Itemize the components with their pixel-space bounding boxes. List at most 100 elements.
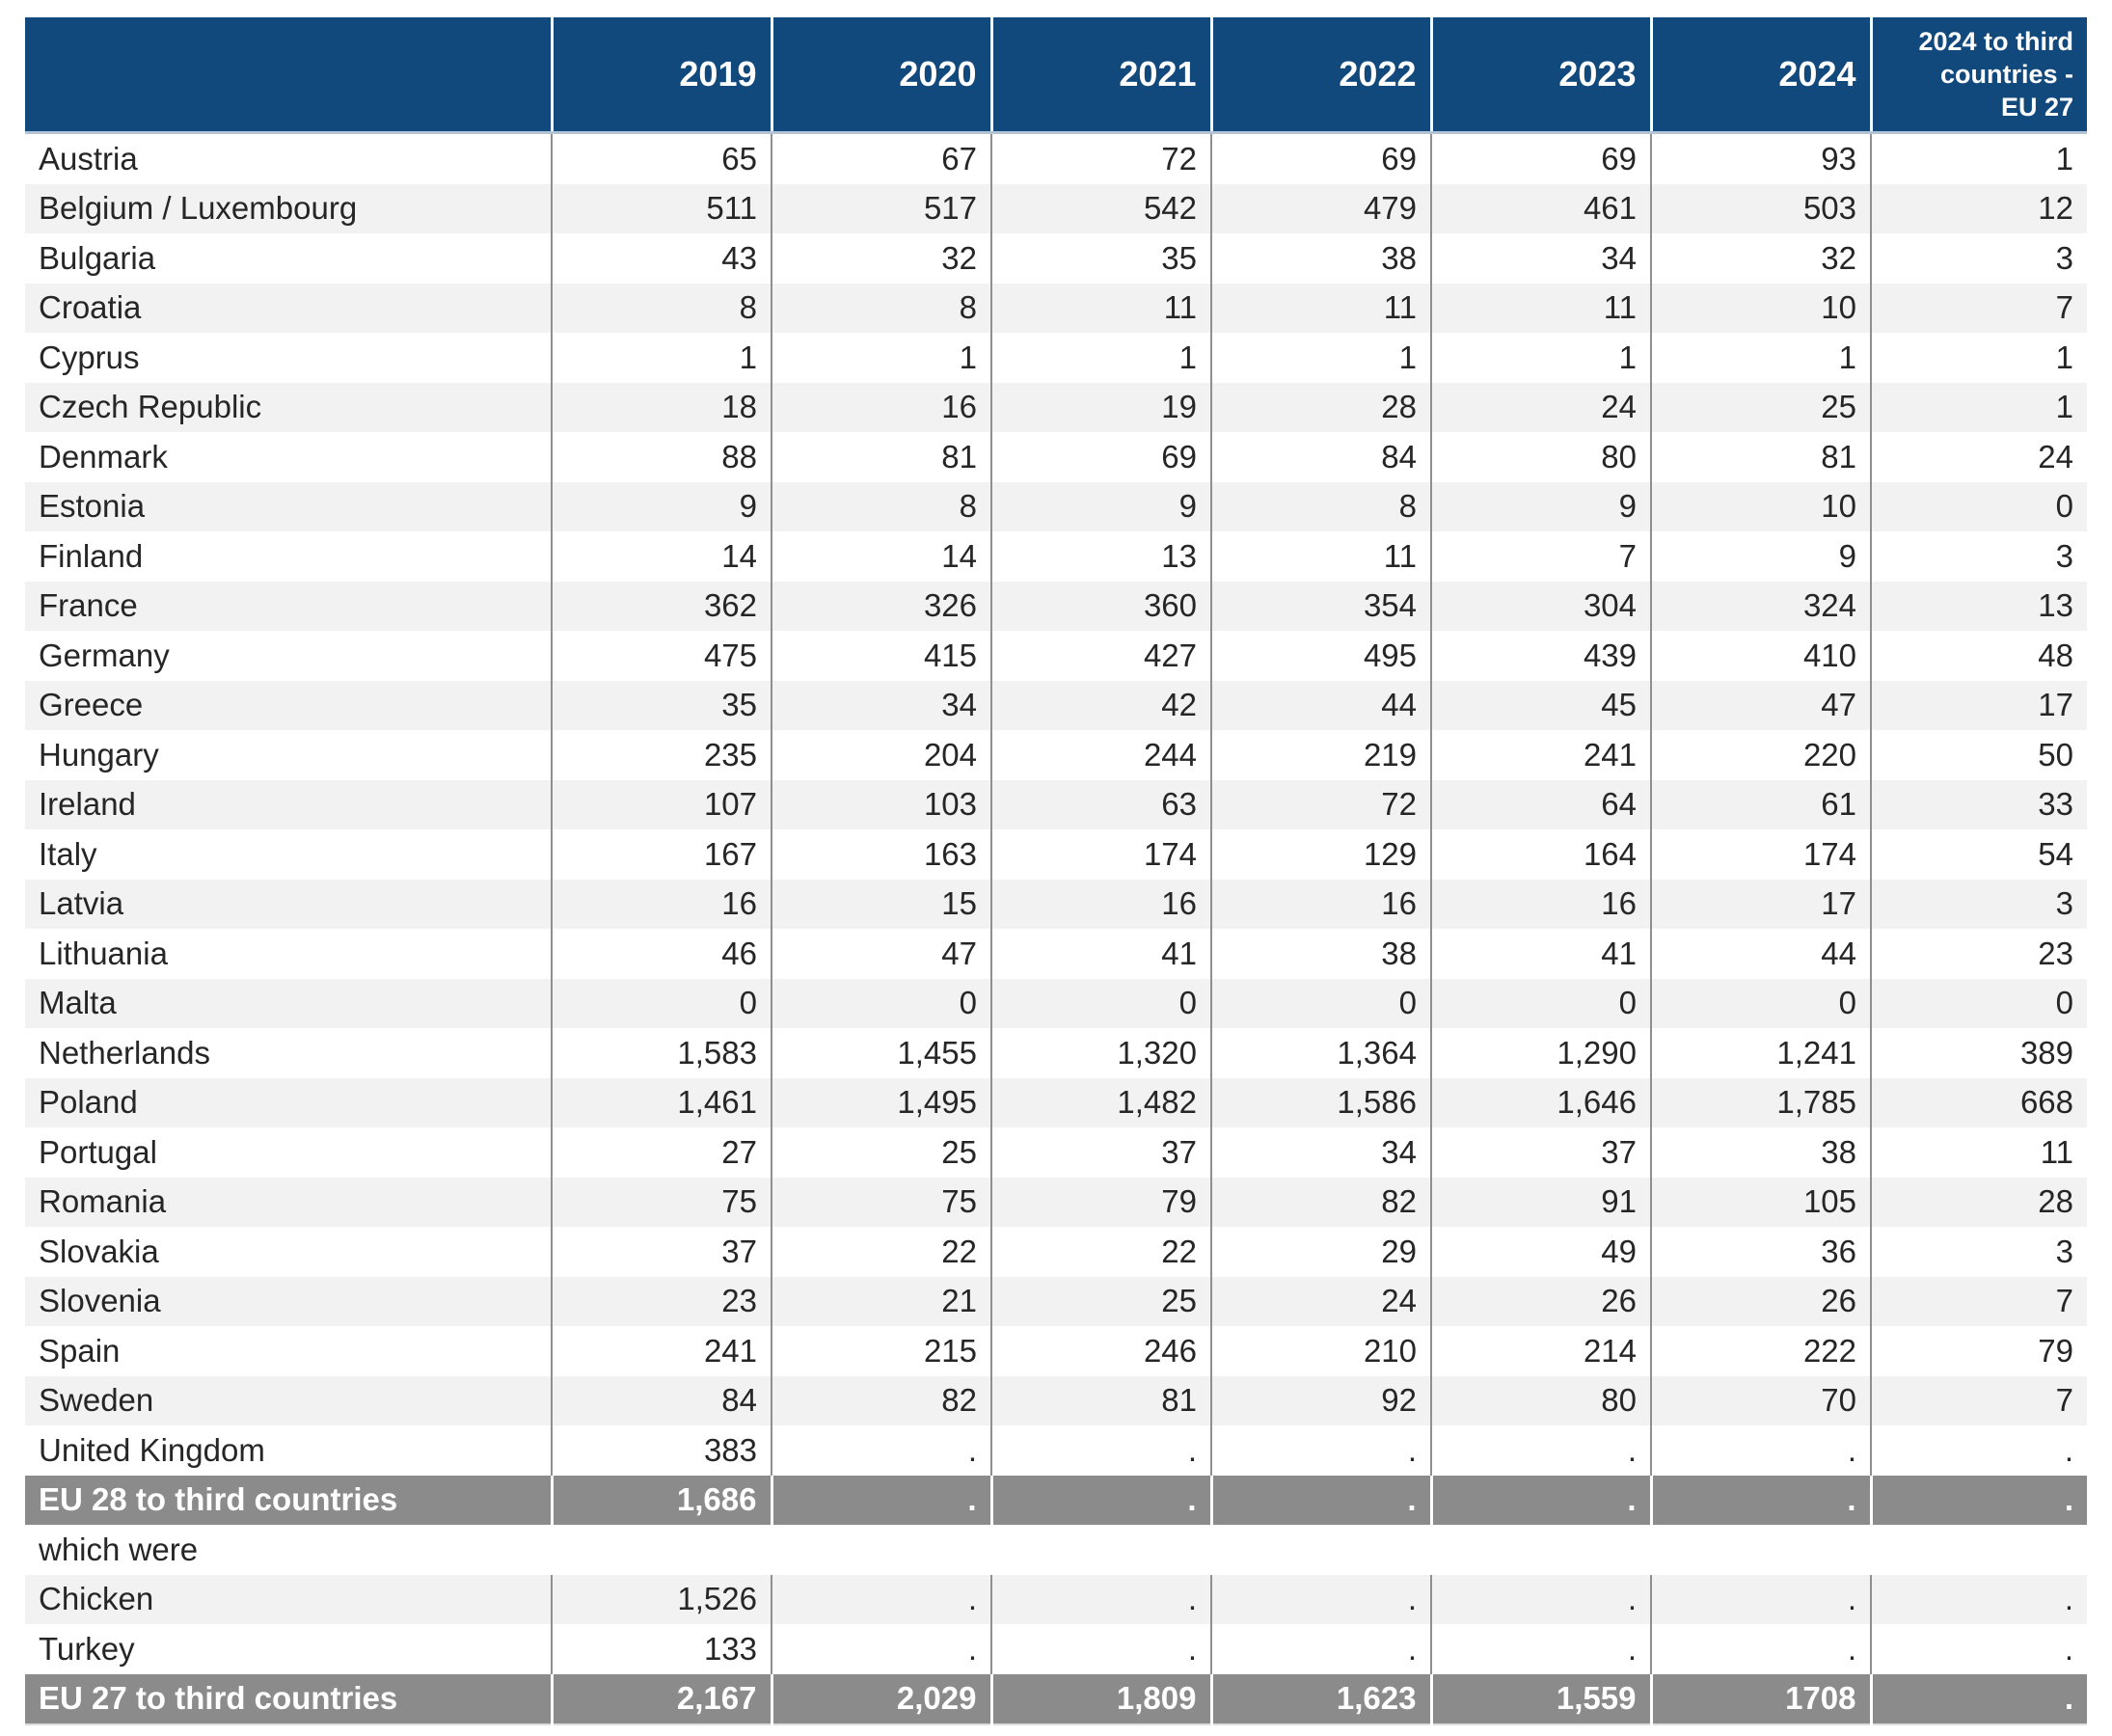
row-label: United Kingdom (39, 1431, 265, 1468)
cell-bulgaria-2023: 34 (1430, 233, 1651, 284)
table-row-hungary: Hungary 235 204 244 219 241 220 50 (25, 730, 2087, 780)
cell-czech-republic-2023: 24 (1430, 382, 1651, 432)
cell-croatia-2019: 8 (551, 283, 772, 333)
cell-slovenia-2024: 26 (1650, 1276, 1871, 1326)
row-label: Turkey (39, 1630, 135, 1667)
cell-lithuania-eu27-third-countries: 23 (1870, 929, 2087, 979)
cell-germany-2023: 439 (1430, 631, 1651, 681)
cell-hungary-2019: 235 (551, 730, 772, 780)
table-row-lithuania: Lithuania 46 47 41 38 41 44 23 (25, 929, 2087, 979)
row-label: Malta (39, 985, 117, 1021)
cell-spain-2024: 222 (1650, 1326, 1871, 1376)
cell-portugal-2020: 25 (771, 1127, 991, 1178)
cell-slovenia-2021: 25 (990, 1276, 1211, 1326)
cell-malta-2019: 0 (551, 978, 772, 1028)
cell-latvia-2024: 17 (1650, 879, 1871, 929)
cell-lithuania-2023: 41 (1430, 929, 1651, 979)
cell-slovenia-2023: 26 (1430, 1276, 1651, 1326)
cell-spain-2020: 215 (771, 1326, 991, 1376)
cell-romania-2021: 79 (990, 1177, 1211, 1227)
cell-austria-2024: 93 (1650, 132, 1871, 184)
column-header-2024-to-third-countries-eu-27: 2024 to third countries - EU 27 (1869, 17, 2087, 134)
cell-romania-2023: 91 (1430, 1177, 1651, 1227)
cell-chicken-2024: . (1650, 1574, 1871, 1624)
cell-germany-eu27-third-countries: 48 (1870, 631, 2087, 681)
cell-bulgaria-2022: 38 (1210, 233, 1431, 284)
row-label: Spain (39, 1332, 121, 1369)
table-row-netherlands: Netherlands 1,583 1,455 1,320 1,364 1,290 1,24… (25, 1028, 2087, 1078)
row-label: EU 28 to third countries (39, 1481, 398, 1518)
cell-romania-eu27-third-countries: 28 (1870, 1177, 2087, 1227)
cell-austria-2021: 72 (990, 132, 1211, 184)
cell-united-kingdom-2019: 383 (551, 1425, 772, 1476)
cell-ireland-2019: 107 (551, 779, 772, 829)
table-body: Austria 65 67 72 69 69 93 1 Belgium / Luxembourg… (25, 132, 2087, 1724)
table-row-chicken: Chicken 1,526...... (25, 1574, 2087, 1624)
table-row-ireland: Ireland 107 103 63 72 64 61 33 (25, 779, 2087, 829)
cell-united-kingdom-2020: . (771, 1425, 991, 1476)
cell-belgium-luxembourg-2022: 479 (1210, 183, 1431, 233)
table-row-finland: Finland 14 14 13 11 7 9 3 (25, 531, 2087, 582)
table-row-germany: Germany 475 415 427 495 439 410 48 (25, 631, 2087, 681)
table-row-croatia: Croatia 8 8 11 11 11 10 7 (25, 283, 2087, 333)
cell-hungary-2020: 204 (771, 730, 991, 780)
row-label: France (39, 587, 138, 624)
table-row-spain: Spain 241 215 246 210 214 222 79 (25, 1326, 2087, 1376)
cell-belgium-luxembourg-2023: 461 (1430, 183, 1651, 233)
cell-ireland-2022: 72 (1210, 779, 1431, 829)
summary-row-eu-27-to-third-countries: EU 27 to third countries 2,167 2,029 1,809 1… (25, 1673, 2087, 1724)
cell-cyprus-2020: 1 (771, 333, 991, 383)
row-label: Estonia (39, 488, 146, 525)
column-header-2022: 2022 (1209, 17, 1431, 134)
cell-latvia-2021: 16 (990, 879, 1211, 929)
cell-poland-2021: 1,482 (990, 1077, 1211, 1127)
cell-cyprus-eu27-third-countries: 1 (1870, 333, 2087, 383)
cell-bulgaria-2024: 32 (1650, 233, 1871, 284)
cell-ireland-2021: 63 (990, 779, 1211, 829)
cell-chicken-2019: 1,526 (551, 1574, 772, 1624)
cell-austria-2022: 69 (1210, 132, 1431, 184)
cell-finland-2020: 14 (771, 531, 991, 582)
column-header-country (25, 17, 552, 134)
cell-germany-2020: 415 (771, 631, 991, 681)
cell-poland-2020: 1,495 (771, 1077, 991, 1127)
table-row-romania: Romania 75 75 79 82 91 105 28 (25, 1177, 2087, 1227)
cell-greece-2020: 34 (771, 680, 991, 730)
cell-cyprus-2022: 1 (1210, 333, 1431, 383)
cell-romania-2020: 75 (771, 1177, 991, 1227)
cell-portugal-2023: 37 (1430, 1127, 1651, 1178)
cell-finland-2022: 11 (1210, 531, 1431, 582)
cell-eu-27-to-third-countries-2019: 2,167 (550, 1673, 772, 1724)
exports-by-country-table: 2019 2020 2021 2022 2023 2024 2024 to third co… (25, 17, 2087, 1725)
cell-chicken-2021: . (990, 1574, 1211, 1624)
cell-france-2019: 362 (551, 581, 772, 631)
cell-greece-2019: 35 (551, 680, 772, 730)
cell-denmark-2024: 81 (1650, 432, 1871, 482)
cell-germany-2024: 410 (1650, 631, 1871, 681)
cell-croatia-eu27-third-countries: 7 (1870, 283, 2087, 333)
cell-italy-2020: 163 (771, 829, 991, 880)
cell-poland-2022: 1,586 (1210, 1077, 1431, 1127)
cell-latvia-eu27-third-countries: 3 (1870, 879, 2087, 929)
cell-czech-republic-2019: 18 (551, 382, 772, 432)
cell-belgium-luxembourg-2020: 517 (771, 183, 991, 233)
cell-turkey-2021: . (990, 1624, 1211, 1674)
cell-united-kingdom-2021: . (990, 1425, 1211, 1476)
row-label: Chicken (39, 1581, 154, 1617)
cell-estonia-2019: 9 (551, 481, 772, 531)
cell-germany-2022: 495 (1210, 631, 1431, 681)
table-row-estonia: Estonia 9 8 9 8 9 10 0 (25, 481, 2087, 531)
cell-netherlands-2023: 1,290 (1430, 1028, 1651, 1078)
cell-denmark-eu27-third-countries: 24 (1870, 432, 2087, 482)
cell-united-kingdom-eu27-third-countries: . (1870, 1425, 2087, 1476)
cell-slovenia-2022: 24 (1210, 1276, 1431, 1326)
cell-netherlands-2022: 1,364 (1210, 1028, 1431, 1078)
cell-hungary-eu27-third-countries: 50 (1870, 730, 2087, 780)
cell-eu-28-to-third-countries-2023: . (1429, 1475, 1651, 1525)
cell-eu-27-to-third-countries-eu27-third-countries: . (1869, 1673, 2087, 1724)
table-header: 2019 2020 2021 2022 2023 2024 2024 to third co… (25, 17, 2087, 134)
cell-belgium-luxembourg-eu27-third-countries: 12 (1870, 183, 2087, 233)
cell-italy-2022: 129 (1210, 829, 1431, 880)
row-label: Latvia (39, 885, 124, 922)
cell-croatia-2022: 11 (1210, 283, 1431, 333)
